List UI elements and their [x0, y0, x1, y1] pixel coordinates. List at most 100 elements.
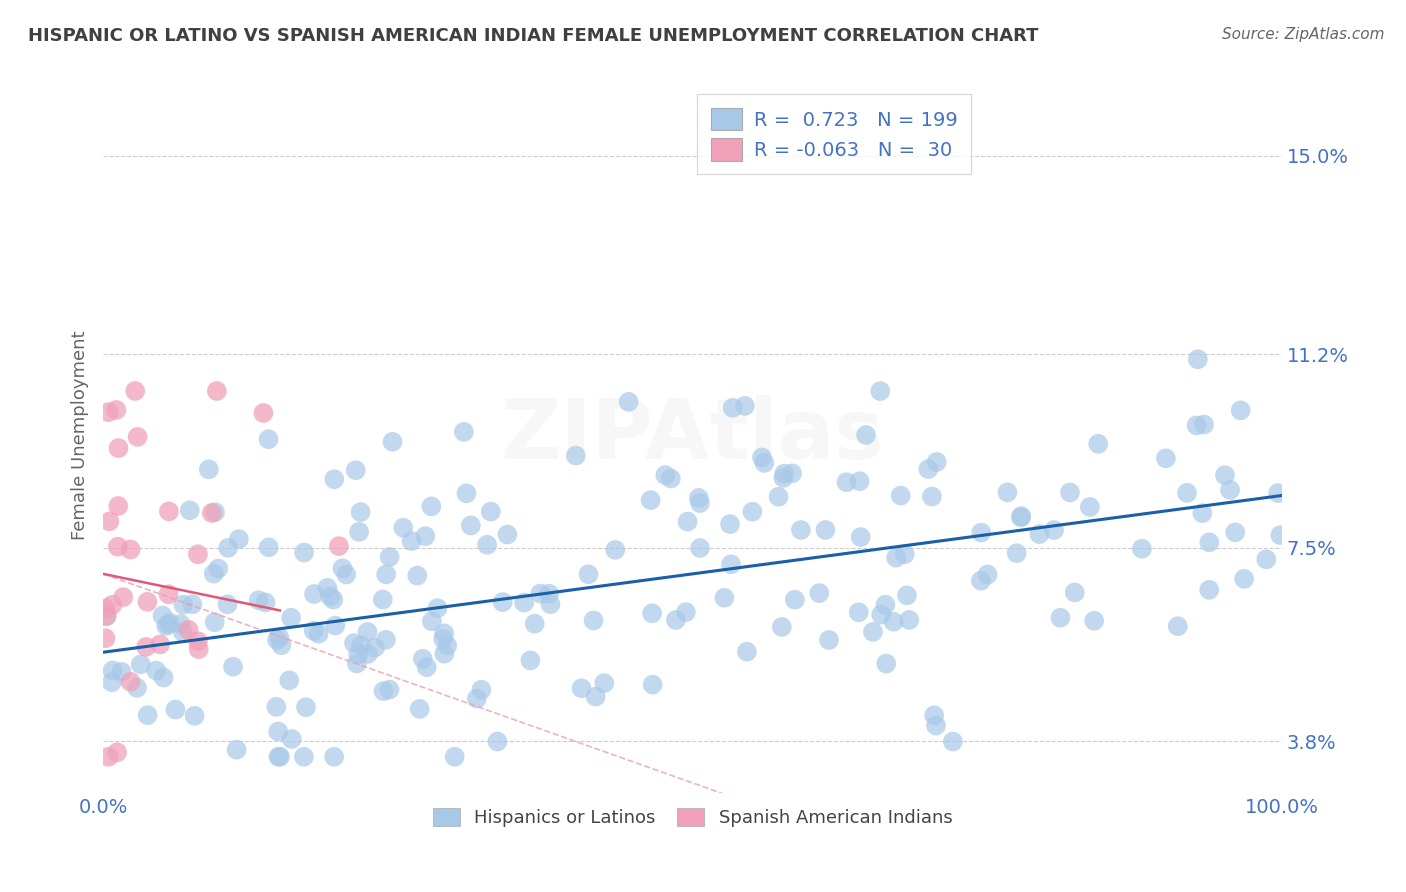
- Point: [187, 642, 209, 657]
- Point: [172, 625, 194, 640]
- Point: [420, 615, 443, 629]
- Point: [135, 640, 157, 654]
- Point: [486, 734, 509, 748]
- Point: [1028, 527, 1050, 541]
- Point: [713, 591, 735, 605]
- Point: [689, 541, 711, 555]
- Point: [222, 659, 245, 673]
- Point: [204, 505, 226, 519]
- Point: [347, 648, 370, 662]
- Point: [177, 623, 200, 637]
- Point: [107, 540, 129, 554]
- Point: [406, 568, 429, 582]
- Point: [582, 614, 605, 628]
- Point: [152, 608, 174, 623]
- Point: [201, 506, 224, 520]
- Point: [257, 432, 280, 446]
- Point: [1167, 619, 1189, 633]
- Point: [107, 441, 129, 455]
- Point: [735, 645, 758, 659]
- Point: [492, 595, 515, 609]
- Point: [523, 616, 546, 631]
- Point: [101, 664, 124, 678]
- Point: [105, 403, 128, 417]
- Point: [925, 455, 948, 469]
- Point: [408, 702, 430, 716]
- Point: [496, 527, 519, 541]
- Point: [378, 682, 401, 697]
- Point: [323, 618, 346, 632]
- Point: [578, 567, 600, 582]
- Point: [225, 742, 247, 756]
- Text: ZIPAtlas: ZIPAtlas: [501, 395, 884, 476]
- Point: [432, 632, 454, 646]
- Point: [443, 749, 465, 764]
- Point: [1270, 528, 1292, 542]
- Point: [884, 550, 907, 565]
- Point: [269, 749, 291, 764]
- Point: [110, 665, 132, 679]
- Point: [328, 539, 350, 553]
- Point: [97, 405, 120, 419]
- Point: [120, 674, 142, 689]
- Point: [187, 634, 209, 648]
- Point: [392, 521, 415, 535]
- Point: [773, 467, 796, 481]
- Point: [1154, 451, 1177, 466]
- Point: [207, 561, 229, 575]
- Point: [1087, 437, 1109, 451]
- Point: [426, 601, 449, 615]
- Point: [814, 523, 837, 537]
- Point: [1225, 525, 1247, 540]
- Point: [970, 525, 993, 540]
- Point: [890, 489, 912, 503]
- Point: [1198, 535, 1220, 549]
- Point: [205, 384, 228, 398]
- Y-axis label: Female Unemployment: Female Unemployment: [72, 331, 89, 541]
- Point: [529, 586, 551, 600]
- Point: [1063, 585, 1085, 599]
- Legend: Hispanics or Latinos, Spanish American Indians: Hispanics or Latinos, Spanish American I…: [426, 801, 960, 834]
- Point: [640, 493, 662, 508]
- Point: [157, 587, 180, 601]
- Point: [412, 652, 434, 666]
- Point: [790, 523, 813, 537]
- Point: [780, 467, 803, 481]
- Point: [997, 485, 1019, 500]
- Point: [125, 681, 148, 695]
- Point: [295, 700, 318, 714]
- Point: [187, 547, 209, 561]
- Point: [375, 567, 398, 582]
- Point: [217, 597, 239, 611]
- Point: [1185, 418, 1208, 433]
- Point: [165, 702, 187, 716]
- Point: [94, 601, 117, 615]
- Point: [97, 749, 120, 764]
- Point: [415, 529, 437, 543]
- Point: [718, 517, 741, 532]
- Point: [416, 660, 439, 674]
- Point: [855, 428, 877, 442]
- Point: [942, 734, 965, 748]
- Point: [1229, 403, 1251, 417]
- Point: [292, 749, 315, 764]
- Point: [1005, 546, 1028, 560]
- Point: [460, 518, 482, 533]
- Point: [323, 749, 346, 764]
- Point: [538, 587, 561, 601]
- Point: [105, 745, 128, 759]
- Point: [252, 406, 274, 420]
- Point: [436, 639, 458, 653]
- Point: [1256, 552, 1278, 566]
- Point: [922, 708, 945, 723]
- Point: [519, 653, 541, 667]
- Point: [689, 496, 711, 510]
- Point: [152, 671, 174, 685]
- Point: [335, 567, 357, 582]
- Point: [247, 593, 270, 607]
- Point: [869, 384, 891, 398]
- Point: [453, 425, 475, 439]
- Point: [302, 587, 325, 601]
- Point: [136, 708, 159, 723]
- Point: [98, 515, 121, 529]
